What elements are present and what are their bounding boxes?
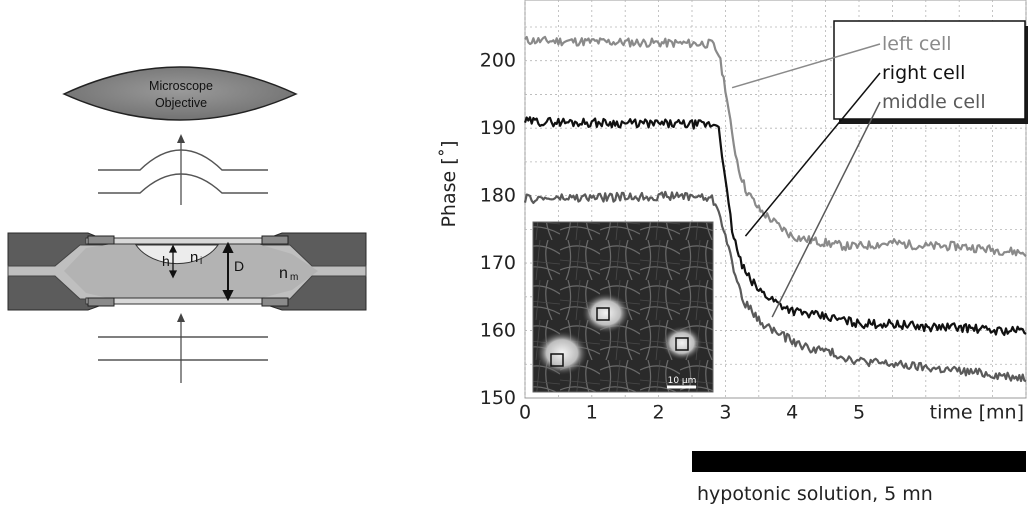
light-arrow-top <box>177 134 185 205</box>
series-lines <box>523 35 1027 383</box>
plane-wavefronts <box>98 336 268 361</box>
legend-leader-lines <box>731 43 881 318</box>
distorted-wavefronts <box>98 149 268 194</box>
roi-left-cell <box>550 353 564 367</box>
x-tick-label: 5 <box>853 402 865 424</box>
roi-middle-cell <box>596 307 610 321</box>
legend-entry-middle-cell: middle cell <box>882 91 986 113</box>
legend-entry-left-cell: left cell <box>882 33 952 55</box>
series-line-right-cell <box>523 116 1027 336</box>
leader-line-left-cell <box>731 43 881 89</box>
y-tick-label: 200 <box>480 50 516 72</box>
objective-label-line2: Objective <box>155 96 207 110</box>
light-arrow-bottom <box>177 313 185 383</box>
x-tick-label: 2 <box>653 402 665 424</box>
label-ni-sub: i <box>200 256 202 267</box>
leader-line-middle-cell <box>771 101 881 318</box>
inset-micrograph: 10 µm <box>532 221 714 393</box>
x-tick-labels: 0 1 2 3 4 5 <box>519 402 865 424</box>
label-nm: n <box>279 265 288 282</box>
setup-diagram: Microscope Objective <box>7 66 367 383</box>
series-line-middle-cell <box>523 190 1027 383</box>
x-tick-label: 0 <box>519 402 531 424</box>
x-tick-label: 4 <box>786 402 798 424</box>
x-axis-label: time [mn] <box>930 402 1024 424</box>
y-tick-label: 150 <box>480 387 516 409</box>
label-h: h <box>162 253 170 269</box>
x-tick-label: 1 <box>586 402 598 424</box>
thickness-arrow <box>222 241 234 302</box>
sample-chamber: h n i D n m <box>7 232 367 311</box>
x-tick-label: 3 <box>719 402 731 424</box>
legend: left cell right cell middle cell <box>833 20 1028 124</box>
y-tick-labels: 150 160 170 180 190 200 <box>480 50 516 409</box>
phase-chart: 150 160 170 180 190 200 0 1 2 3 4 5 Phase [˚] time… <box>438 0 1028 505</box>
roi-right-cell <box>675 337 689 351</box>
height-arrow <box>168 244 178 279</box>
y-tick-label: 170 <box>480 252 516 274</box>
objective-label-line1: Microscope <box>149 79 213 93</box>
label-nm-sub: m <box>290 272 298 283</box>
microscope-objective: Microscope Objective <box>62 66 298 121</box>
label-D: D <box>234 258 244 274</box>
y-tick-label: 160 <box>480 320 516 342</box>
leader-line-right-cell <box>744 72 881 237</box>
scale-bar-label: 10 µm <box>668 376 697 386</box>
legend-entry-right-cell: right cell <box>882 62 965 84</box>
hypotonic-label: hypotonic solution, 5 mn <box>697 483 933 505</box>
y-tick-label: 190 <box>480 117 516 139</box>
y-tick-label: 180 <box>480 185 516 207</box>
y-axis-label: Phase [˚] <box>438 140 460 227</box>
label-ni: n <box>190 249 198 266</box>
hypotonic-period-bar <box>692 451 1026 472</box>
series-line-left-cell <box>524 35 1027 258</box>
